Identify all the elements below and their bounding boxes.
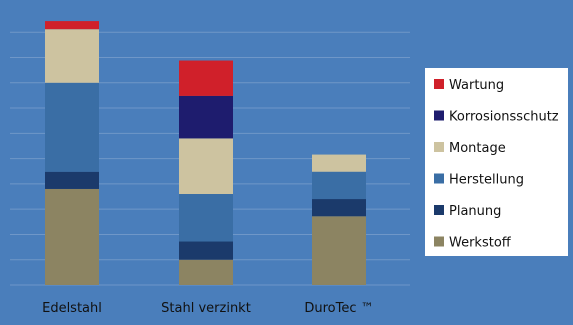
legend-label-wartung: Wartung (449, 78, 504, 93)
bar-segment-planung-3 (312, 199, 366, 217)
legend-swatch-herstellung (434, 173, 444, 184)
bar-segment-wartung-1 (45, 21, 99, 30)
legend-label-planung: Planung (449, 204, 501, 219)
x-tick-label: Stahl verzinkt (161, 301, 251, 316)
legend-swatch-montage (434, 142, 444, 152)
bar-segment-wartung-2 (179, 60, 233, 96)
bar-segment-herstellung-1 (45, 82, 99, 172)
x-tick-label: Edelstahl (42, 301, 102, 316)
bar-segment-planung-2 (179, 241, 233, 260)
bar-segment-herstellung-3 (312, 171, 366, 200)
x-tick-label: DuroTec ™ (304, 301, 373, 316)
bar-segment-korrosionsschutz-2 (179, 95, 233, 139)
legend-label-werkstoff: Werkstoff (449, 236, 512, 251)
bar-segment-werkstoff-3 (312, 216, 366, 285)
legend-swatch-korrosionsschutz (434, 110, 444, 121)
legend-label-herstellung: Herstellung (449, 173, 524, 188)
bars (45, 21, 366, 285)
legend-label-montage: Montage (449, 141, 506, 156)
bar-segment-planung-1 (45, 171, 99, 189)
bar-segment-herstellung-2 (179, 194, 233, 242)
x-axis-tick-labels: Edelstahl Stahl verzinkt DuroTec ™ (42, 301, 374, 316)
legend-swatch-werkstoff (434, 236, 444, 247)
legend-label-korrosionsschutz: Korrosionsschutz (449, 110, 559, 125)
bar-segment-montage-2 (179, 138, 233, 194)
legend-swatch-planung (434, 205, 444, 215)
legend-box (425, 68, 568, 256)
legend: Wartung Korrosionsschutz Montage Herstellun… (425, 68, 568, 256)
legend-swatch-wartung (434, 79, 444, 89)
bar-segment-montage-3 (312, 154, 366, 172)
bar-segment-werkstoff-1 (45, 188, 99, 285)
bar-segment-werkstoff-2 (179, 259, 233, 285)
bar-segment-montage-1 (45, 29, 99, 83)
